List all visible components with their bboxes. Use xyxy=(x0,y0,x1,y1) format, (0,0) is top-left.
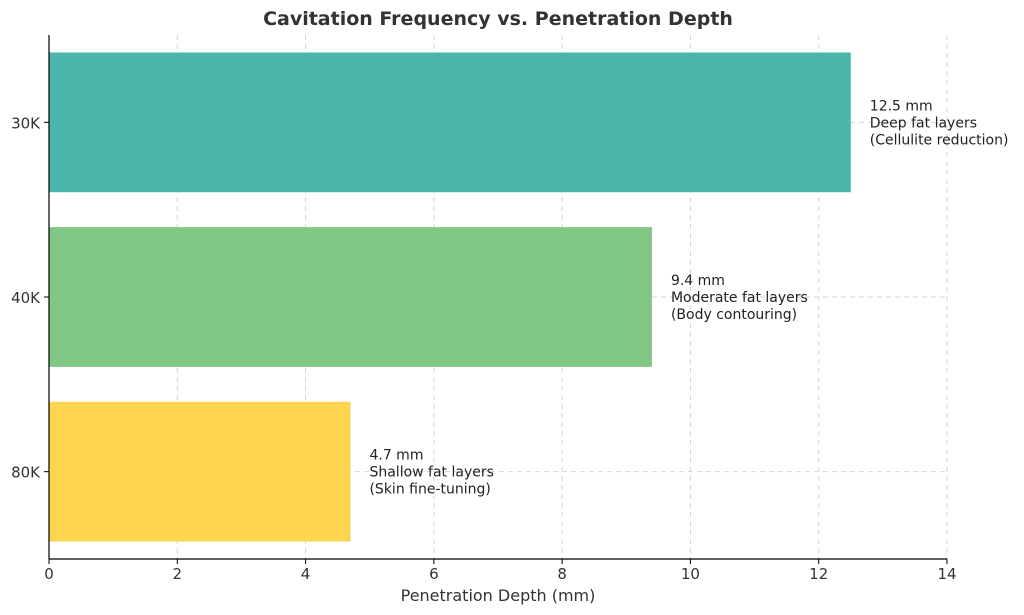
bar-annotation-line: 4.7 mm xyxy=(369,448,423,464)
x-tick-label: 10 xyxy=(681,565,700,583)
bars xyxy=(49,52,851,542)
bar-annotation-line: Shallow fat layers xyxy=(369,465,493,481)
bar-80k xyxy=(49,401,351,542)
bar-annotation-line: Moderate fat layers xyxy=(671,290,808,306)
bar-annotations: 12.5 mm Deep fat layers (Cellulite reducti… xyxy=(369,98,1008,497)
x-axis-ticks: 0 2 4 6 8 10 12 14 xyxy=(44,559,957,583)
x-axis-label: Penetration Depth (mm) xyxy=(401,586,596,605)
x-tick-label: 4 xyxy=(301,565,311,583)
bar-annotation: 9.4 mm Moderate fat layers (Body contourin… xyxy=(671,273,808,323)
bar-40k xyxy=(49,227,652,367)
bar-annotation: 12.5 mm Deep fat layers (Cellulite reducti… xyxy=(870,98,1009,148)
chart-title: Cavitation Frequency vs. Penetration Dep… xyxy=(263,8,733,30)
x-tick-label: 8 xyxy=(557,565,567,583)
x-tick-label: 6 xyxy=(429,565,439,583)
x-tick-label: 0 xyxy=(44,565,54,583)
x-tick-label: 2 xyxy=(173,565,183,583)
x-tick-label: 14 xyxy=(937,565,956,583)
bar-30k xyxy=(49,52,851,193)
bar-annotation: 4.7 mm Shallow fat layers (Skin fine-tunin… xyxy=(369,448,493,498)
y-tick-label: 40K xyxy=(11,289,41,307)
x-tick-label: 12 xyxy=(809,565,828,583)
bar-annotation-line: (Cellulite reduction) xyxy=(870,132,1009,148)
bar-annotation-line: (Skin fine-tuning) xyxy=(369,482,490,498)
y-axis-ticks: 30K 40K 80K xyxy=(11,114,49,482)
y-tick-label: 80K xyxy=(11,464,41,482)
bar-annotation-line: 9.4 mm xyxy=(671,273,725,289)
y-tick-label: 30K xyxy=(11,114,41,132)
bar-annotation-line: 12.5 mm xyxy=(870,98,933,114)
bar-annotation-line: Deep fat layers xyxy=(870,115,977,131)
bar-annotation-line: (Body contouring) xyxy=(671,307,797,323)
